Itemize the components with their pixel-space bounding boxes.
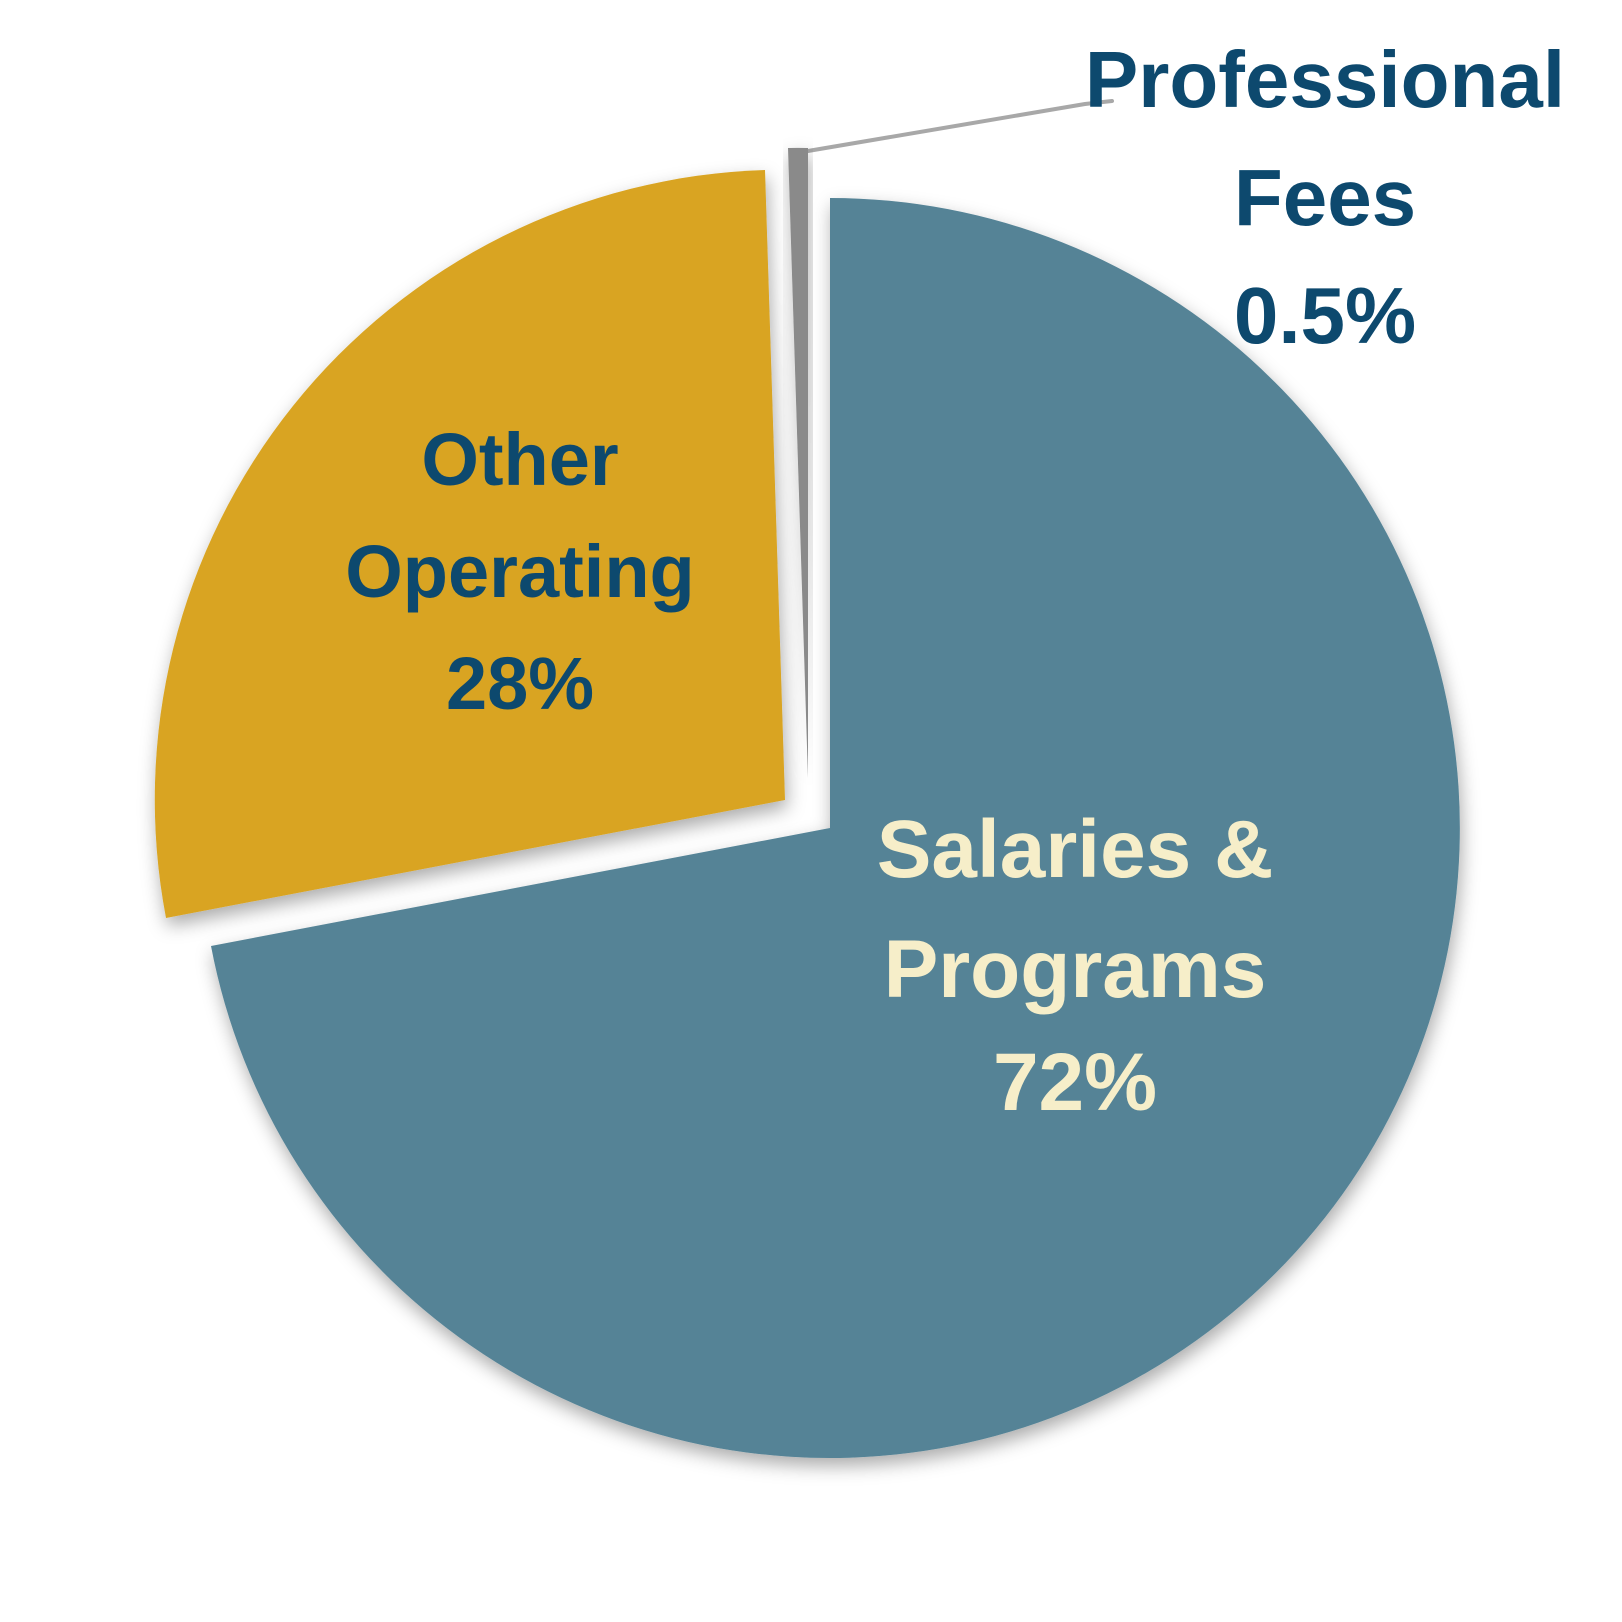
label-professional-line-2: Fees [1234, 153, 1416, 242]
label-salaries-programs: Salaries & Programs 72% [877, 804, 1274, 1128]
label-salaries-percent: 72% [993, 1037, 1157, 1128]
pie-slice-professional-fees [788, 147, 808, 778]
label-professional-line-1: Professional [1085, 35, 1565, 124]
label-salaries-line-2: Programs [884, 924, 1267, 1015]
pie-slice-salaries-programs [211, 198, 1460, 1458]
label-professional-percent: 0.5% [1234, 271, 1416, 360]
callout-leader-line [800, 99, 1114, 154]
label-other-percent: 28% [446, 642, 594, 725]
label-professional-fees: Professional Fees 0.5% [1085, 35, 1565, 360]
pie-slice-other-operating [154, 170, 785, 918]
label-salaries-line-1: Salaries & [877, 804, 1274, 895]
label-other-line-2: Operating [345, 530, 694, 613]
label-other-line-1: Other [421, 418, 618, 501]
label-other-operating: Other Operating 28% [345, 418, 694, 725]
